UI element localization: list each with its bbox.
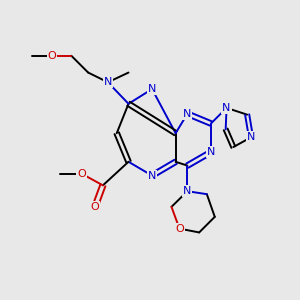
Text: O: O xyxy=(91,202,99,212)
Text: N: N xyxy=(222,103,231,113)
Text: N: N xyxy=(104,77,112,87)
Text: N: N xyxy=(247,132,255,142)
Text: N: N xyxy=(148,84,156,94)
Text: N: N xyxy=(183,109,192,119)
Text: O: O xyxy=(175,224,184,234)
Text: N: N xyxy=(183,186,192,196)
Text: N: N xyxy=(148,171,156,181)
Text: N: N xyxy=(207,147,215,157)
Text: O: O xyxy=(77,169,86,178)
Text: O: O xyxy=(48,51,56,61)
